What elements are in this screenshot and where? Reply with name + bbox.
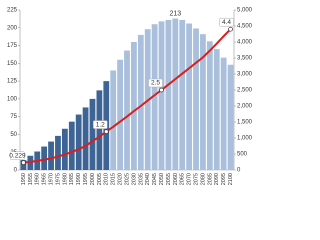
x-tick-label: 2055	[166, 173, 172, 185]
bar	[48, 141, 54, 170]
x-tick-label: 2005	[97, 173, 103, 185]
y-tick-label: 150	[7, 61, 18, 67]
bar	[165, 19, 172, 171]
x-tick-label: 2030	[131, 173, 137, 185]
y2-tick-label: 1,500	[237, 120, 253, 126]
y2-tick-label: 2,000	[237, 104, 253, 110]
bar	[68, 121, 75, 170]
y-tick-label: 0	[14, 168, 18, 174]
x-tick-label: 2015	[111, 173, 117, 185]
y-tick-label: 100	[7, 96, 18, 102]
y-tick-label: 125	[7, 79, 18, 85]
x-tick-label: 1990	[76, 173, 82, 185]
y2-tick-label: 3,000	[237, 72, 253, 78]
y-tick-label: 50	[10, 132, 17, 138]
bar	[200, 34, 206, 170]
bar	[82, 107, 89, 170]
x-tick-label: 2050	[159, 173, 165, 185]
line	[23, 28, 232, 164]
line-label: 2.5	[151, 80, 160, 87]
x-tick-label: 2080	[200, 173, 206, 185]
x-tick-label: 1965	[42, 173, 48, 185]
bar	[20, 160, 27, 170]
x-tick-label: 2025	[124, 173, 130, 185]
bar	[193, 28, 199, 170]
bar	[227, 64, 234, 170]
bar	[131, 42, 137, 170]
chart: 025507510012515017520022505001,0001,5002…	[7, 8, 253, 186]
label-box	[10, 151, 25, 160]
bar	[96, 90, 103, 170]
y2-tick-label: 500	[237, 152, 248, 158]
x-tick-label: 1975	[55, 173, 61, 185]
x-tick-label: 2060	[173, 173, 179, 185]
y2-tick-label: 1,000	[237, 136, 253, 142]
point	[159, 87, 164, 93]
bar	[27, 155, 34, 170]
x-tick-label: 2100	[228, 173, 234, 185]
x-tick-label: 1970	[49, 173, 55, 185]
y-tick-label: 225	[7, 8, 18, 14]
y-tick-label: 200	[7, 25, 18, 31]
bar	[137, 34, 144, 171]
bar	[179, 19, 186, 171]
x-tick-label: 1985	[69, 173, 75, 185]
bar	[55, 135, 61, 170]
point	[103, 129, 109, 134]
bar-label: 213	[169, 10, 181, 17]
bar	[213, 49, 220, 170]
bar	[89, 98, 96, 170]
x-tick-label: 1950	[21, 173, 27, 185]
bar	[41, 146, 48, 170]
x-tick-label: 2020	[118, 173, 124, 185]
point	[228, 26, 233, 32]
y2-tick-label: 4,000	[237, 40, 253, 46]
x-tick-label: 2045	[152, 173, 158, 185]
bar	[110, 70, 117, 170]
y2-tick-label: 5,000	[237, 8, 253, 14]
line-label: 0.229	[9, 152, 26, 159]
line-label: 4.4	[222, 19, 231, 26]
x-tick-label: 2090	[214, 173, 220, 185]
point	[21, 160, 26, 166]
bar	[220, 57, 227, 171]
x-tick-label: 2000	[90, 173, 96, 185]
bar	[117, 59, 123, 170]
x-tick-label: 2095	[221, 173, 227, 185]
label-box	[219, 17, 234, 27]
y2-tick-label: 0	[237, 168, 241, 174]
x-tick-label: 2010	[104, 173, 110, 185]
x-tick-label: 1980	[62, 173, 68, 185]
bar	[151, 24, 158, 170]
bar	[75, 114, 82, 170]
y2-tick-label: 2,500	[237, 88, 253, 94]
x-tick-label: 2065	[180, 173, 186, 185]
x-tick-label: 1960	[35, 173, 41, 185]
bar	[61, 128, 68, 170]
y-tick-label: 175	[7, 43, 18, 49]
x-tick-label: 2070	[187, 173, 193, 185]
x-tick-label: 2040	[145, 173, 151, 185]
label-box	[93, 120, 108, 129]
x-tick-label: 1995	[83, 173, 89, 185]
line-label: 1.2	[96, 121, 105, 128]
bar	[158, 21, 165, 170]
y-tick-label: 75	[10, 114, 17, 120]
y2-tick-label: 4,500	[237, 24, 253, 30]
x-tick-label: 2085	[207, 173, 213, 185]
x-tick-label: 1955	[28, 173, 34, 185]
x-tick-label: 2075	[193, 173, 199, 185]
bar	[186, 23, 193, 171]
bar	[172, 18, 179, 171]
bar	[124, 50, 130, 170]
label-box	[148, 78, 163, 88]
y2-tick-label: 3,500	[237, 56, 253, 62]
bar	[206, 41, 213, 171]
x-tick-label: 2035	[138, 173, 144, 185]
